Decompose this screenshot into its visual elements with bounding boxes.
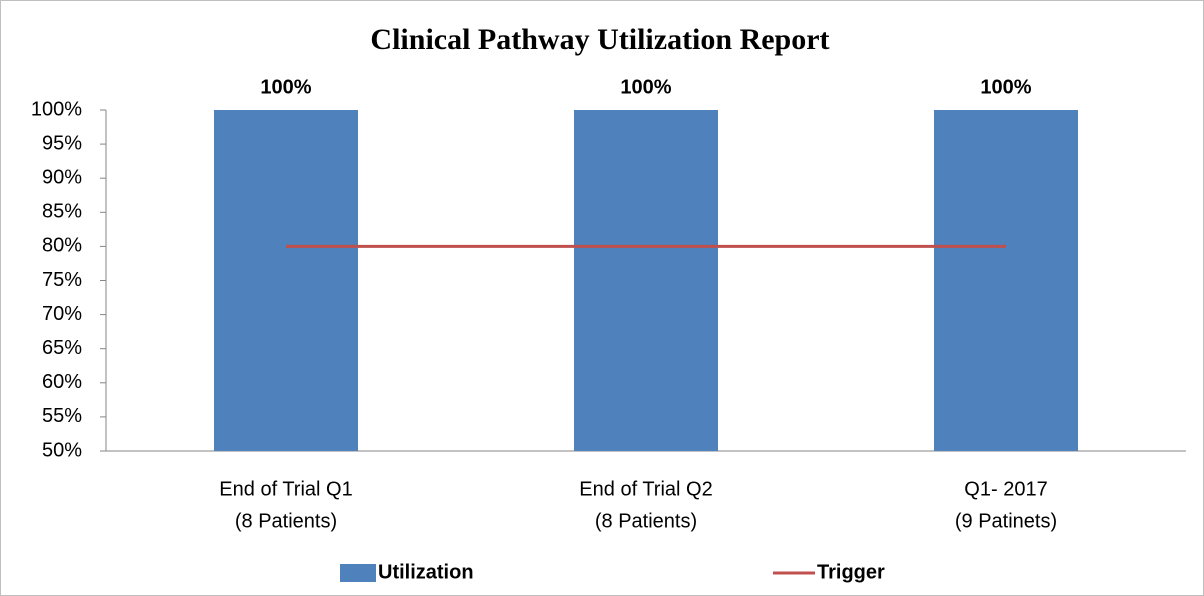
x-tick-label: End of Trial Q2 — [579, 478, 712, 500]
x-tick-label: Q1- 2017 — [964, 478, 1047, 500]
y-tick-label: 50% — [42, 439, 82, 461]
y-tick-label: 95% — [42, 132, 82, 154]
chart-title: Clinical Pathway Utilization Report — [370, 23, 829, 56]
y-tick-label: 55% — [42, 405, 82, 427]
bar — [214, 110, 358, 451]
x-tick-label: End of Trial Q1 — [219, 478, 352, 500]
bar — [934, 110, 1078, 451]
x-tick-label: (8 Patients) — [595, 510, 697, 532]
y-tick-label: 100% — [31, 98, 82, 120]
y-tick-label: 85% — [42, 201, 82, 223]
data-label: 100% — [260, 76, 311, 98]
y-tick-label: 75% — [42, 269, 82, 291]
bar — [574, 110, 718, 451]
data-label: 100% — [980, 76, 1031, 98]
y-tick-label: 70% — [42, 303, 82, 325]
x-tick-label: (9 Patinets) — [955, 510, 1057, 532]
x-tick-label: (8 Patients) — [235, 510, 337, 532]
y-tick-label: 60% — [42, 371, 82, 393]
y-tick-label: 65% — [42, 337, 82, 359]
y-tick-label: 90% — [42, 166, 82, 188]
legend-label: Utilization — [378, 561, 474, 583]
y-tick-label: 80% — [42, 235, 82, 257]
legend-swatch — [340, 564, 376, 582]
data-label: 100% — [620, 76, 671, 98]
legend-label: Trigger — [817, 561, 885, 583]
